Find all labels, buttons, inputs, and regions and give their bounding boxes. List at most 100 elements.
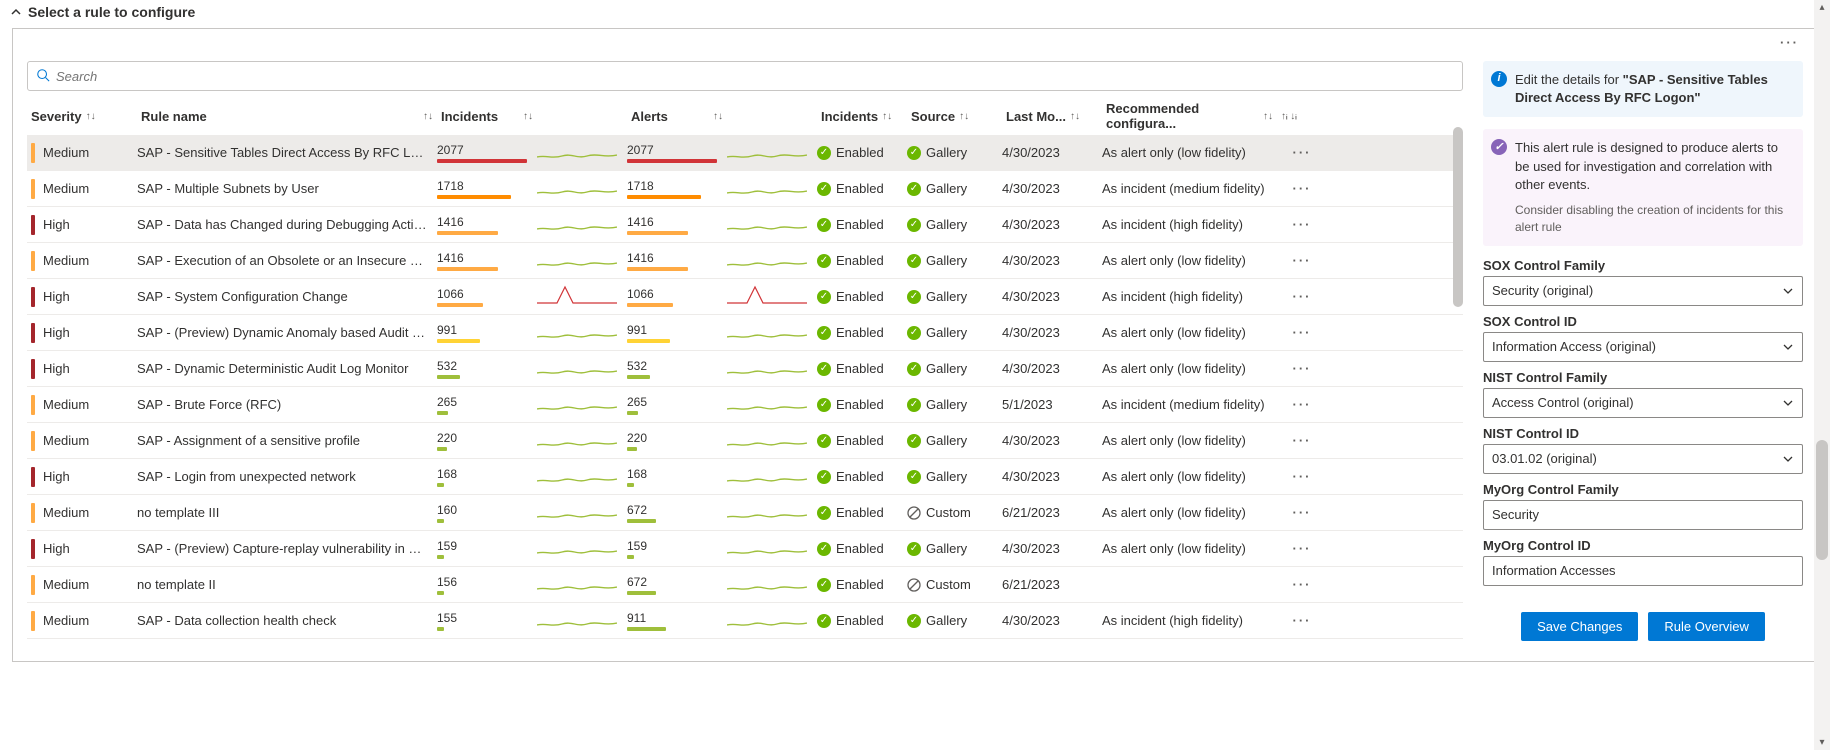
incidents-sparkline (537, 499, 627, 526)
alerts-count: 672 (627, 575, 727, 595)
text-input[interactable]: Information Accesses (1483, 556, 1803, 586)
incidents-count: 1718 (437, 179, 537, 199)
rule-name: no template II (137, 577, 437, 592)
select-input[interactable]: Information Access (original) (1483, 332, 1803, 362)
field-value: Access Control (original) (1492, 395, 1634, 410)
alerts-count: 1718 (627, 179, 727, 199)
row-menu-button[interactable]: ··· (1277, 217, 1327, 232)
severity-bar (31, 431, 35, 451)
incidents-status: ✓ Enabled (817, 361, 907, 376)
col-actions[interactable]: ↑ᵢ ↓ᵢ (1277, 109, 1327, 124)
severity-label: High (43, 541, 70, 556)
last-modified: 4/30/2023 (1002, 361, 1102, 376)
table-row[interactable]: High SAP - Data has Changed during Debug… (27, 207, 1463, 243)
table-row[interactable]: Medium no template IV 142 669 ✓ Enabled … (27, 639, 1463, 647)
col-rulename[interactable]: Rule name ↑↓ (137, 107, 437, 126)
recommended-config: As incident (medium fidelity) (1102, 181, 1277, 196)
accordion-toggle[interactable]: Select a rule to configure (0, 0, 1830, 24)
row-menu-button[interactable]: ··· (1277, 541, 1327, 556)
table-row[interactable]: Medium SAP - Data collection health chec… (27, 603, 1463, 639)
last-modified: 4/30/2023 (1002, 217, 1102, 232)
rule-name: SAP - System Configuration Change (137, 289, 437, 304)
gallery-check-icon: ✓ (907, 182, 921, 196)
field-label: MyOrg Control Family (1483, 482, 1803, 497)
scroll-thumb[interactable] (1816, 440, 1828, 560)
select-input[interactable]: 03.01.02 (original) (1483, 444, 1803, 474)
table-row[interactable]: Medium SAP - Assignment of a sensitive p… (27, 423, 1463, 459)
row-menu-button[interactable]: ··· (1277, 613, 1327, 628)
last-modified: 4/30/2023 (1002, 541, 1102, 556)
row-menu-button[interactable]: ··· (1277, 361, 1327, 376)
rule-name: SAP - Data has Changed during Debugging … (137, 217, 437, 232)
panel-menu-button[interactable]: ··· (1780, 35, 1799, 50)
custom-icon (907, 578, 921, 592)
col-severity[interactable]: Severity ↑↓ (27, 107, 137, 126)
alerts-count: 1416 (627, 251, 727, 271)
field-value: Information Access (original) (1492, 339, 1656, 354)
table-row[interactable]: Medium no template II 156 672 ✓ Enabled … (27, 567, 1463, 603)
col-source[interactable]: Source ↑↓ (907, 107, 1002, 126)
incidents-status: ✓ Enabled (817, 541, 907, 556)
alerts-sparkline (727, 463, 817, 490)
col-incidents[interactable]: Incidents ↑↓ (437, 107, 537, 126)
table-row[interactable]: High SAP - (Preview) Capture-replay vuln… (27, 531, 1463, 567)
recommended-config: As incident (high fidelity) (1102, 289, 1277, 304)
row-menu-button[interactable]: ··· (1277, 505, 1327, 520)
save-button[interactable]: Save Changes (1521, 612, 1638, 641)
incidents-sparkline (537, 211, 627, 238)
select-input[interactable]: Security (original) (1483, 276, 1803, 306)
field-value: Information Accesses (1492, 563, 1616, 578)
col-last-modified[interactable]: Last Mo...↑↓ (1002, 107, 1102, 126)
alerts-sparkline (727, 535, 817, 562)
row-menu-button[interactable]: ··· (1277, 433, 1327, 448)
recommended-config: As alert only (low fidelity) (1102, 469, 1277, 484)
incidents-status: ✓ Enabled (817, 613, 907, 628)
scroll-up-arrow[interactable]: ▴ (1814, 2, 1830, 13)
table-row[interactable]: Medium SAP - Execution of an Obsolete or… (27, 243, 1463, 279)
severity-cell: High (27, 467, 137, 487)
table-row[interactable]: High SAP - System Configuration Change 1… (27, 279, 1463, 315)
col-recommended[interactable]: Recommended configura...↑↓ (1102, 99, 1277, 133)
row-menu-button[interactable]: ··· (1277, 577, 1327, 592)
incidents-status: ✓ Enabled (817, 253, 907, 268)
rules-table: Severity ↑↓ Rule name ↑↓ Incidents ↑↓ Al… (27, 97, 1463, 647)
severity-label: Medium (43, 433, 89, 448)
alerts-sparkline (727, 139, 817, 166)
source-cell: ✓Gallery (907, 361, 1002, 376)
control-field: MyOrg Control Family Security (1483, 482, 1803, 530)
table-row[interactable]: High SAP - (Preview) Dynamic Anomaly bas… (27, 315, 1463, 351)
incidents-status: ✓ Enabled (817, 433, 907, 448)
severity-label: High (43, 325, 70, 340)
recommended-config: As alert only (low fidelity) (1102, 505, 1277, 520)
row-menu-button[interactable]: ··· (1277, 325, 1327, 340)
col-incidents-status[interactable]: Incidents ↑↓ (817, 107, 907, 126)
row-menu-button[interactable]: ··· (1277, 181, 1327, 196)
table-row[interactable]: High SAP - Dynamic Deterministic Audit L… (27, 351, 1463, 387)
scroll-down-arrow[interactable]: ▾ (1814, 737, 1830, 748)
row-menu-button[interactable]: ··· (1277, 469, 1327, 484)
select-input[interactable]: Access Control (original) (1483, 388, 1803, 418)
row-menu-button[interactable]: ··· (1277, 289, 1327, 304)
row-menu-button[interactable]: ··· (1277, 145, 1327, 160)
table-row[interactable]: High SAP - Login from unexpected network… (27, 459, 1463, 495)
alerts-count: 159 (627, 539, 727, 559)
table-row[interactable]: Medium SAP - Sensitive Tables Direct Acc… (27, 135, 1463, 171)
table-scrollbar[interactable] (1453, 127, 1463, 307)
row-menu-button[interactable]: ··· (1277, 253, 1327, 268)
rule-overview-button[interactable]: Rule Overview (1648, 612, 1765, 641)
page-scrollbar[interactable]: ▴ ▾ (1814, 0, 1830, 750)
rule-name: SAP - Sensitive Tables Direct Access By … (137, 145, 437, 160)
table-row[interactable]: Medium SAP - Multiple Subnets by User 17… (27, 171, 1463, 207)
severity-cell: Medium (27, 503, 137, 523)
table-row[interactable]: Medium SAP - Brute Force (RFC) 265 265 ✓… (27, 387, 1463, 423)
row-menu-button[interactable]: ··· (1277, 397, 1327, 412)
text-input[interactable]: Security (1483, 500, 1803, 530)
col-alerts[interactable]: Alerts ↑↓ (627, 107, 727, 126)
incidents-count: 1066 (437, 287, 537, 307)
table-row[interactable]: Medium no template III 160 672 ✓ Enabled… (27, 495, 1463, 531)
search-input[interactable] (56, 69, 1454, 84)
severity-bar (31, 503, 35, 523)
search-box[interactable] (27, 61, 1463, 91)
severity-cell: Medium (27, 431, 137, 451)
severity-bar (31, 467, 35, 487)
